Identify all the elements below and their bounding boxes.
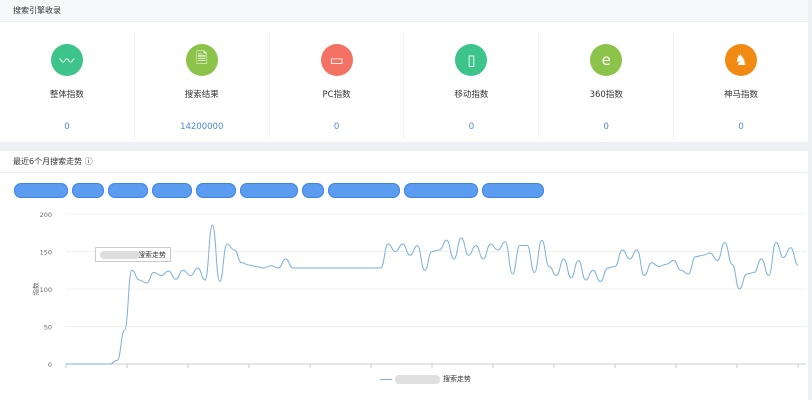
legend-blurred — [395, 374, 440, 384]
trend-chart: 0 50 100 150 200 指数 — [31, 211, 806, 369]
filter-buttons — [14, 183, 544, 198]
panel-title: 搜索引擎收录 — [0, 0, 808, 22]
trend-title: 最近6个月搜索走势 ⓘ — [0, 151, 808, 173]
filter-button[interactable] — [302, 183, 324, 198]
stat-label: 神马指数 — [724, 90, 759, 100]
stat-card: ▭ PC指数 0 — [270, 32, 405, 137]
legend-line-icon — [380, 378, 392, 380]
filter-button[interactable] — [482, 183, 544, 198]
stat-value[interactable]: 0 — [603, 122, 609, 132]
stat-label: 整体指数 — [49, 90, 84, 100]
filter-button[interactable] — [72, 183, 104, 198]
chart-legend[interactable]: 搜索走势 — [380, 374, 471, 384]
stat-card: ♞ 神马指数 0 — [674, 32, 808, 137]
chart-tooltip: 搜索走势 — [95, 247, 171, 262]
filter-button[interactable] — [240, 183, 298, 198]
filter-button[interactable] — [152, 183, 192, 198]
filter-button[interactable] — [196, 183, 236, 198]
series-line — [65, 224, 799, 365]
y-axis-label: 指数 — [31, 282, 40, 296]
stat-label: 搜索结果 — [184, 90, 219, 100]
ie-browser-icon: e — [590, 44, 623, 76]
alpaca-icon: ♞ — [725, 44, 758, 76]
stat-card: ▯ 移动指数 0 — [404, 32, 540, 137]
stat-label: 360指数 — [589, 90, 623, 100]
y-tick-label: 200 — [40, 211, 52, 219]
stat-value[interactable]: 0 — [468, 122, 475, 132]
trend-line-icon: 〰 — [50, 44, 83, 76]
legend-label: 搜索走势 — [443, 375, 471, 383]
y-tick-label: 50 — [44, 324, 52, 332]
stat-value[interactable]: 0 — [64, 122, 70, 132]
stat-value[interactable]: 0 — [333, 122, 340, 132]
y-tick-label: 100 — [40, 286, 52, 294]
y-tick-label: 0 — [48, 361, 52, 369]
y-tick-label: 150 — [40, 249, 52, 257]
monitor-icon: ▭ — [320, 44, 353, 76]
stat-card: e 360指数 0 — [539, 32, 675, 137]
stat-card: 〰 整体指数 0 — [0, 32, 135, 137]
filter-button[interactable] — [328, 183, 400, 198]
filter-button[interactable] — [14, 183, 68, 198]
stat-value[interactable]: 14200000 — [180, 122, 224, 132]
search-engine-panel: 搜索引擎收录 〰 整体指数 0 🗎 搜索结果 14200000 ▭ PC指数 0 ▯ … — [0, 0, 808, 142]
filter-button[interactable] — [108, 183, 148, 198]
stat-value[interactable]: 0 — [738, 122, 744, 132]
mobile-phone-icon: ▯ — [455, 44, 488, 76]
stat-label: PC指数 — [322, 90, 351, 100]
document-search-icon: 🗎 — [185, 44, 218, 76]
trend-panel: 最近6个月搜索走势 ⓘ 0 50 100 150 200 指数 搜索走势 搜索走势 — [0, 151, 808, 400]
stat-label: 移动指数 — [454, 90, 489, 100]
filter-button[interactable] — [404, 183, 478, 198]
stat-card: 🗎 搜索结果 14200000 — [135, 32, 270, 137]
